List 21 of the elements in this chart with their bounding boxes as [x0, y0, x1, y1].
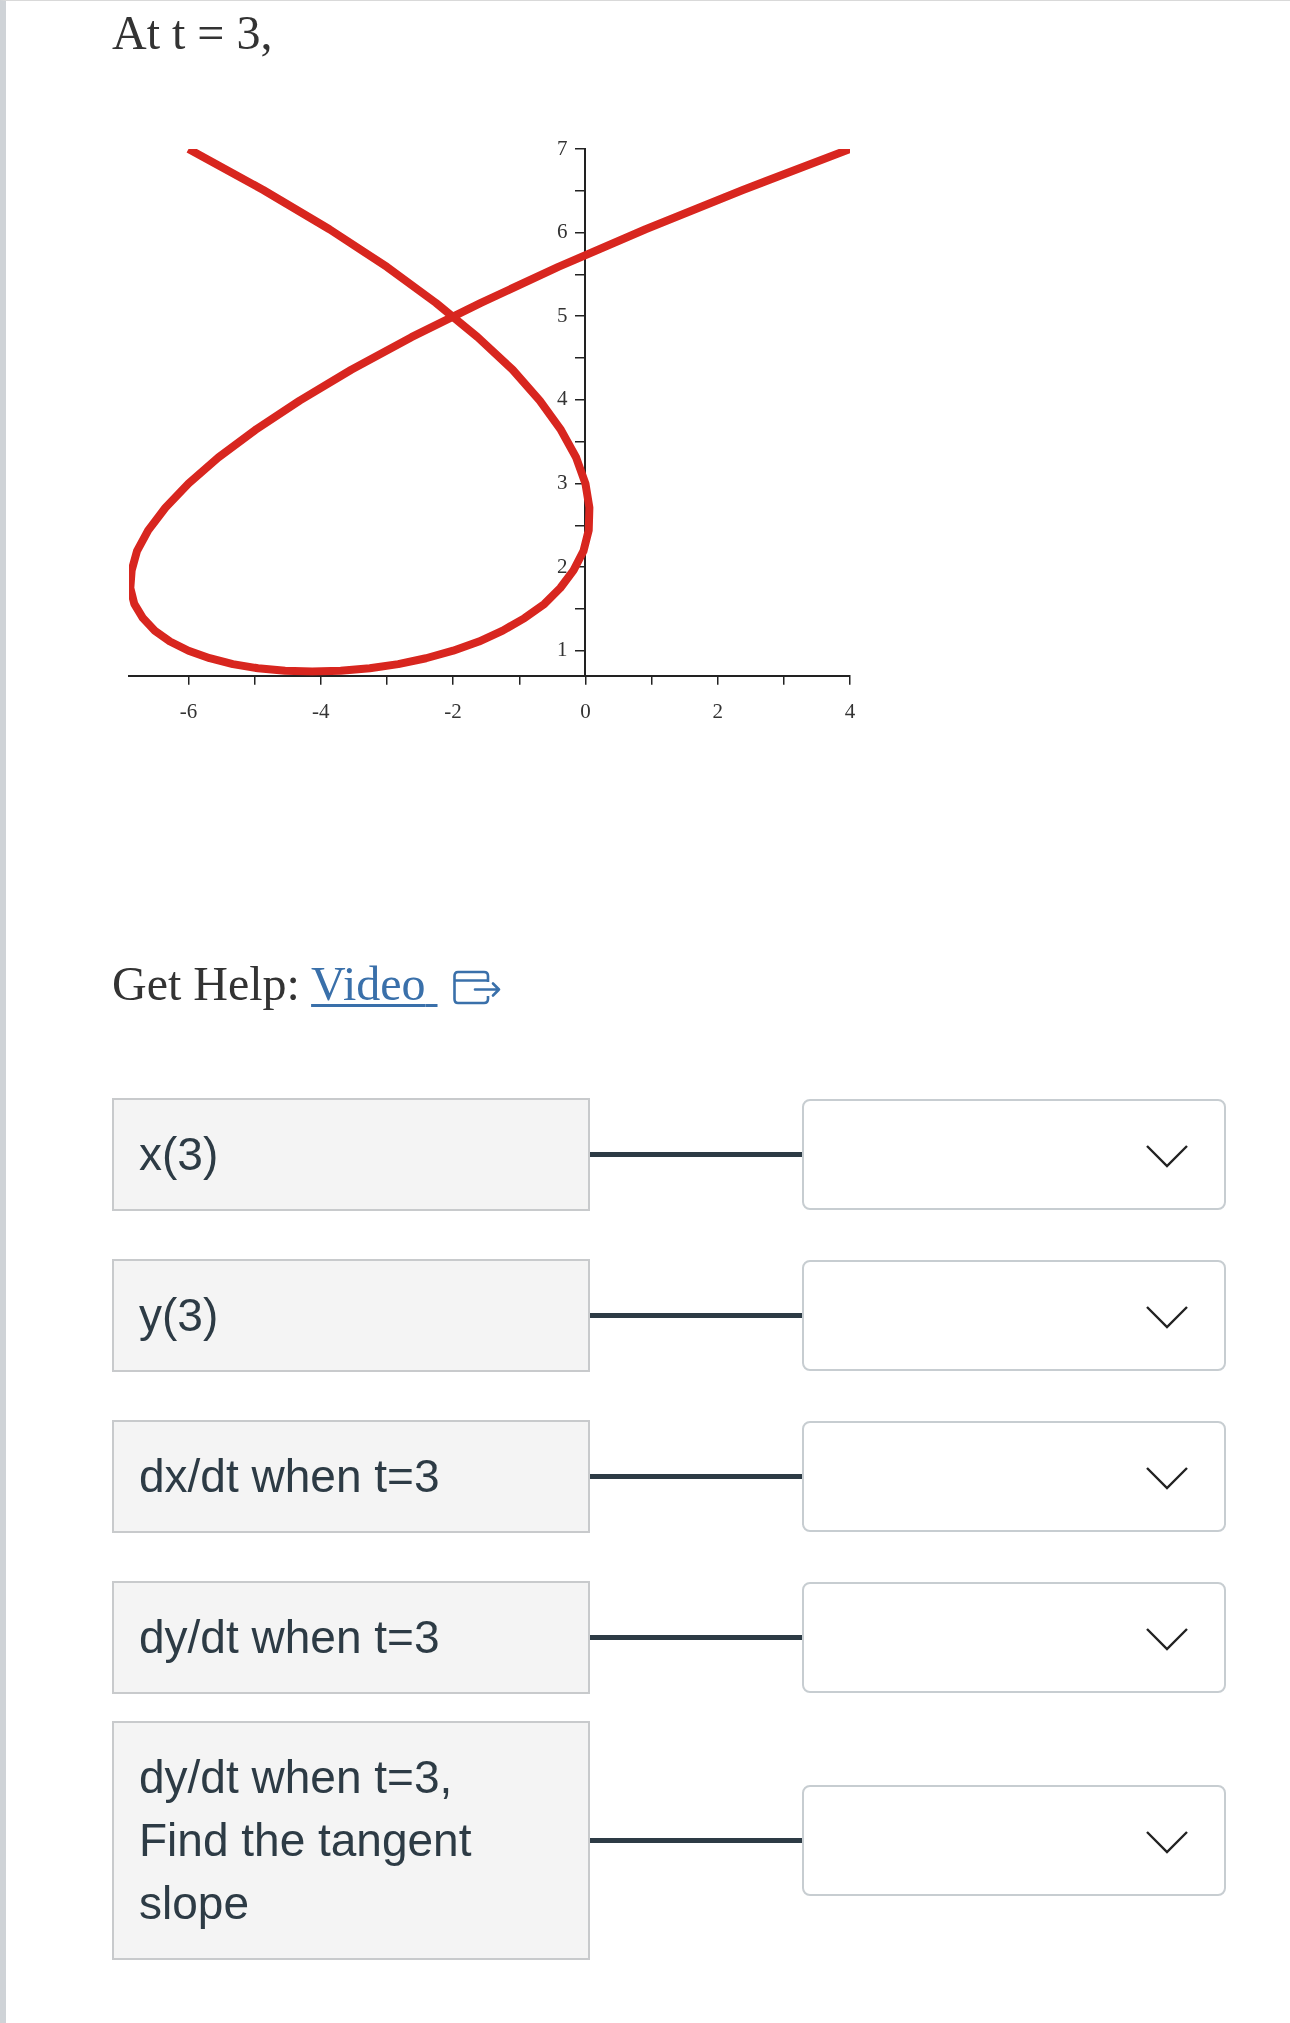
y-tick-label: 7 — [556, 135, 568, 160]
x-tick-label: 2 — [712, 698, 723, 723]
y-tick-label: 1 — [556, 637, 568, 662]
label-box: dx/dt when t=3 — [112, 1420, 590, 1533]
chart-title: At t = 3, — [112, 6, 273, 59]
x-tick-label: -4 — [312, 698, 331, 723]
y-tick-label: 6 — [556, 219, 568, 244]
x-tick-label: -6 — [179, 698, 198, 723]
label-box: y(3) — [112, 1259, 590, 1372]
text: Get Help: — [112, 957, 300, 1010]
y-tick-label: 2 — [556, 553, 568, 578]
label-box: x(3) — [112, 1098, 590, 1211]
y-tick-label: 4 — [556, 386, 568, 411]
x-tick-label: 0 — [580, 698, 591, 723]
y-tick-label: 3 — [556, 469, 568, 494]
text: Video — [311, 957, 426, 1010]
x-tick-label: 4 — [844, 698, 856, 723]
label-box: dy/dt when t=3, Find the tangent slope — [112, 1721, 590, 1960]
y-tick-label: 5 — [556, 302, 568, 327]
label-box: dy/dt when t=3 — [112, 1581, 590, 1694]
x-tick-label: -2 — [444, 698, 462, 723]
